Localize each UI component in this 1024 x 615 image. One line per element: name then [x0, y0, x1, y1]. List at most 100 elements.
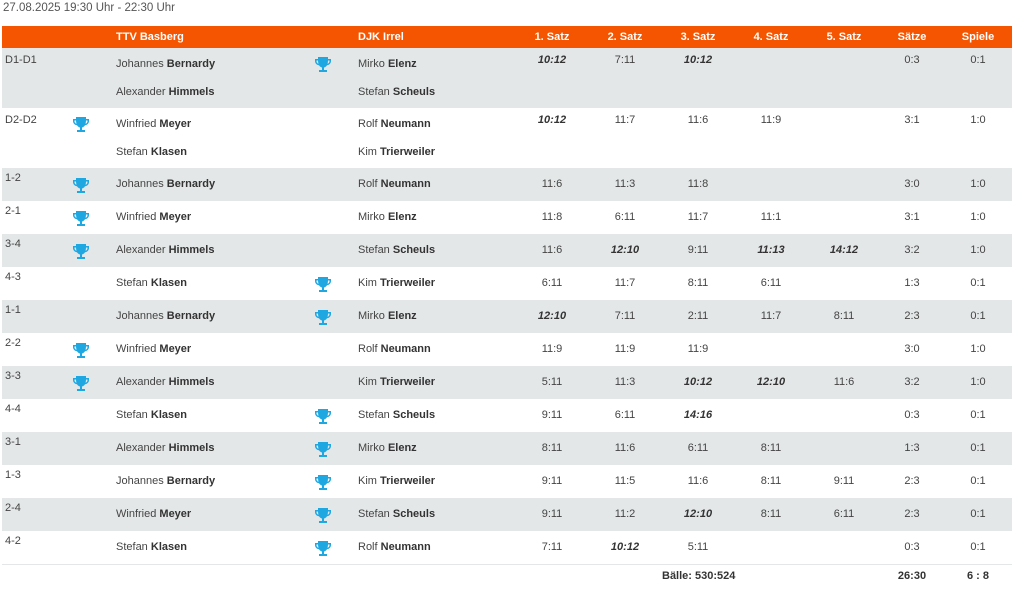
- saetze-score: 2:3: [904, 475, 920, 487]
- set-score: 11:6: [614, 442, 636, 454]
- first-name: Mirko: [358, 442, 385, 454]
- set-score: 6:11: [833, 508, 855, 520]
- spiele-score: 0:1: [970, 508, 986, 520]
- away-player: Rolf Neumann: [358, 168, 431, 201]
- first-name: Winfried: [116, 343, 157, 355]
- away-player: Mirko Elenz: [358, 50, 417, 78]
- saetze-score: 0:3: [904, 54, 920, 66]
- home-player: Stefan Klasen: [116, 267, 187, 300]
- saetze-score: 1:3: [904, 277, 920, 289]
- trophy-icon: [315, 474, 331, 491]
- set-score: 6:11: [614, 211, 636, 223]
- away-player: Mirko Elenz: [358, 300, 417, 333]
- away-player: Stefan Scheuls: [358, 399, 435, 432]
- first-name: Rolf: [358, 118, 378, 130]
- set-score: 11:7: [687, 211, 709, 223]
- match-row: 3-1 Alexander Himmels Mirko Elenz 8:11 11:6 6…: [2, 432, 1012, 465]
- last-name: Klasen: [150, 541, 187, 553]
- first-name: Kim: [358, 277, 377, 289]
- set-score: 9:11: [541, 409, 563, 421]
- trophy-icon: [73, 116, 89, 133]
- first-name: Winfried: [116, 118, 157, 130]
- home-player: Johannes Bernardy: [116, 465, 215, 498]
- set-score: 11:13: [757, 244, 785, 256]
- spiele-score: 1:0: [970, 211, 986, 223]
- last-name: Bernardy: [166, 178, 216, 190]
- last-name: Neumann: [380, 343, 431, 355]
- first-name: Stefan: [116, 541, 148, 553]
- home-player: Johannes Bernardy: [116, 300, 215, 333]
- first-name: Rolf: [358, 343, 378, 355]
- set-score: 11:9: [687, 343, 709, 355]
- last-name: Neumann: [380, 118, 431, 130]
- table-footer: Bälle: 530:524 26:30 6 : 8: [2, 564, 1012, 591]
- set-score: 11:6: [833, 376, 855, 388]
- set-score: 5:11: [687, 541, 709, 553]
- set-score: 8:11: [687, 277, 709, 289]
- last-name: Scheuls: [392, 409, 436, 421]
- match-row: 4-3 Stefan Klasen Kim Trierweiler 6:11 11:7 8…: [2, 267, 1012, 300]
- set-score: 9:11: [833, 475, 855, 487]
- away-player: Stefan Scheuls: [358, 498, 435, 531]
- set-score: 11:3: [614, 376, 636, 388]
- last-name: Bernardy: [166, 475, 216, 487]
- set-score: 9:11: [687, 244, 709, 256]
- away-player: Rolf Neumann: [358, 531, 431, 564]
- first-name: Alexander: [116, 86, 166, 98]
- trophy-icon: [73, 210, 89, 227]
- match-row: 2-4 Winfried Meyer Stefan Scheuls 9:11 11:2 1…: [2, 498, 1012, 531]
- away-player: Kim Trierweiler: [358, 267, 435, 300]
- set-score: 6:11: [541, 277, 563, 289]
- spiele-score: 0:1: [970, 54, 986, 66]
- last-name: Scheuls: [392, 244, 436, 256]
- saetze-score: 1:3: [904, 442, 920, 454]
- last-name: Klasen: [150, 277, 187, 289]
- baelle-total: Bälle: 530:524: [662, 570, 736, 582]
- away-player: Stefan Scheuls: [358, 234, 435, 267]
- set-score: 10:12: [683, 54, 713, 66]
- set-score: 8:11: [833, 310, 855, 322]
- match-label: 1-1: [5, 304, 21, 316]
- match-label: 3-4: [5, 238, 21, 250]
- match-label: 4-2: [5, 535, 21, 547]
- home-player: Johannes Bernardy: [116, 168, 215, 201]
- first-name: Alexander: [116, 244, 166, 256]
- match-date-time: 27.08.2025 19:30 Uhr - 22:30 Uhr: [3, 2, 175, 14]
- set-score: 11:8: [541, 211, 563, 223]
- home-player: Johannes Bernardy: [116, 50, 215, 78]
- match-label: D1-D1: [5, 54, 37, 66]
- spiele-header: Spiele: [961, 31, 995, 43]
- first-name: Kim: [358, 146, 377, 158]
- set-score: 14:12: [829, 244, 859, 256]
- match-label: 2-1: [5, 205, 21, 217]
- set-score: 7:11: [541, 541, 563, 553]
- home-player: Alexander Himmels: [116, 234, 214, 267]
- first-name: Mirko: [358, 310, 385, 322]
- saetze-score: 3:0: [904, 178, 920, 190]
- set-score: 11:3: [614, 178, 636, 190]
- spiele-total: 6 : 8: [966, 570, 989, 582]
- first-name: Stefan: [116, 409, 148, 421]
- first-name: Alexander: [116, 442, 166, 454]
- home-team-header: TTV Basberg: [116, 31, 184, 43]
- set-score: 10:12: [537, 54, 567, 66]
- match-label: 2-4: [5, 502, 21, 514]
- last-name: Scheuls: [392, 86, 436, 98]
- trophy-icon: [315, 309, 331, 326]
- set-score: 8:11: [760, 508, 782, 520]
- home-player: Alexander Himmels: [116, 78, 214, 106]
- set1-header: 1. Satz: [534, 31, 570, 43]
- last-name: Elenz: [387, 58, 417, 70]
- home-player: Winfried Meyer: [116, 333, 191, 366]
- set-score: 10:12: [683, 376, 713, 388]
- saetze-score: 3:2: [904, 244, 920, 256]
- last-name: Trierweiler: [380, 475, 436, 487]
- set-score: 9:11: [541, 508, 563, 520]
- last-name: Elenz: [387, 310, 417, 322]
- first-name: Johannes: [116, 58, 164, 70]
- set-score: 11:7: [614, 277, 636, 289]
- spiele-score: 1:0: [970, 178, 986, 190]
- set-score: 11:6: [541, 244, 563, 256]
- match-label: 1-3: [5, 469, 21, 481]
- home-player: Winfried Meyer: [116, 498, 191, 531]
